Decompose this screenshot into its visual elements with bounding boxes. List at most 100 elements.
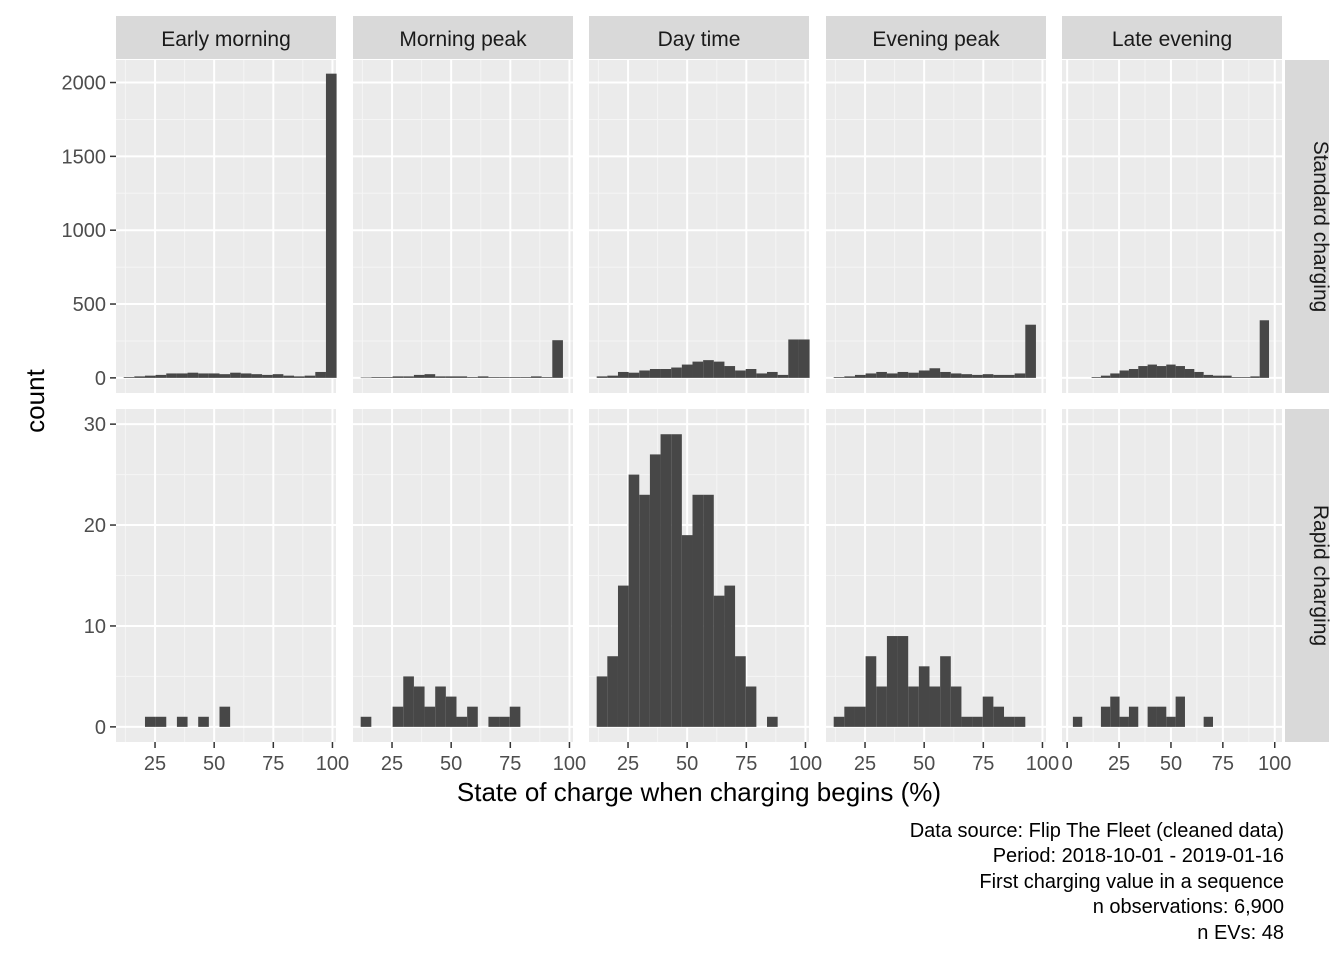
histogram-bar-standard-charging-late-evening [1184, 369, 1195, 378]
histogram-bar-standard-charging-late-evening [1128, 369, 1139, 378]
y-axis-title: count [20, 368, 50, 432]
strip-label-early-morning: Early morning [161, 28, 291, 51]
histogram-bar-standard-charging-early-morning [283, 375, 295, 378]
histogram-bar-standard-charging-day-time [628, 372, 640, 378]
histogram-bar-rapid-charging-early-morning [198, 716, 209, 727]
panel-standard-charging-late-evening [1062, 60, 1282, 393]
histogram-bar-standard-charging-late-evening [1259, 320, 1270, 378]
strip-label-morning-peak: Morning peak [399, 28, 527, 51]
histogram-bar-standard-charging-late-evening [1231, 377, 1242, 378]
histogram-bar-rapid-charging-evening-peak [950, 686, 962, 727]
x-tick-label: 25 [381, 753, 403, 775]
y-tick-label: 0 [95, 368, 106, 390]
strip-label-evening-peak: Evening peak [872, 28, 1000, 51]
strip-label-day-time: Day time [658, 28, 741, 51]
histogram-bar-standard-charging-morning-peak [509, 377, 521, 378]
histogram-bar-standard-charging-evening-peak [961, 374, 973, 378]
histogram-bar-standard-charging-morning-peak [413, 374, 425, 378]
x-tick-label: 75 [735, 753, 757, 775]
histogram-bar-rapid-charging-evening-peak [918, 666, 930, 727]
histogram-bar-standard-charging-early-morning [230, 372, 241, 378]
strip-late-evening [1062, 16, 1282, 59]
histogram-bar-rapid-charging-morning-peak [392, 706, 404, 727]
histogram-bar-standard-charging-late-evening [1138, 366, 1148, 378]
histogram-bar-rapid-charging-day-time [660, 434, 672, 727]
x-tick-label: 0 [1062, 753, 1073, 775]
histogram-bar-standard-charging-day-time [692, 361, 704, 378]
histogram-bar-standard-charging-early-morning [166, 373, 177, 378]
strip-label-rapid-charging: Rapid charging [1309, 505, 1332, 646]
strip-day-time [589, 16, 809, 59]
histogram-bar-rapid-charging-evening-peak [982, 696, 994, 727]
x-tick-label: 25 [854, 753, 876, 775]
histogram-bar-standard-charging-morning-peak [371, 377, 382, 378]
x-tick-label: 50 [440, 753, 462, 775]
histogram-bar-standard-charging-evening-peak [897, 371, 909, 378]
histogram-bar-standard-charging-late-evening [1222, 375, 1232, 378]
histogram-bar-rapid-charging-evening-peak [833, 716, 845, 727]
histogram-bar-standard-charging-evening-peak [876, 371, 887, 378]
strip-label-standard-charging: Standard charging [1309, 141, 1332, 313]
histogram-bar-standard-charging-late-evening [1250, 376, 1260, 378]
histogram-bar-standard-charging-late-evening [1212, 375, 1223, 378]
histogram-bar-rapid-charging-late-evening [1072, 716, 1083, 727]
histogram-bar-standard-charging-day-time [596, 376, 608, 378]
histogram-bar-standard-charging-morning-peak [381, 377, 393, 378]
histogram-bar-standard-charging-early-morning [219, 374, 231, 378]
histogram-bar-rapid-charging-day-time [639, 494, 650, 727]
x-tick-label: 25 [144, 753, 166, 775]
histogram-bar-standard-charging-evening-peak [982, 374, 994, 378]
x-tick-label: 50 [1160, 753, 1182, 775]
histogram-bar-standard-charging-morning-peak [424, 374, 436, 378]
histogram-bar-rapid-charging-early-morning [219, 706, 231, 727]
y-tick-label: 1000 [62, 220, 107, 242]
histogram-bar-rapid-charging-day-time [735, 656, 746, 727]
histogram-bar-standard-charging-morning-peak [488, 377, 500, 378]
histogram-bar-standard-charging-evening-peak [918, 370, 930, 378]
histogram-bar-standard-charging-evening-peak [1014, 373, 1026, 378]
histogram-bar-standard-charging-evening-peak [993, 374, 1005, 378]
histogram-bar-standard-charging-early-morning [304, 375, 316, 378]
y-tick-label: 2000 [62, 73, 107, 95]
histogram-bar-rapid-charging-late-evening [1128, 706, 1139, 727]
histogram-bar-standard-charging-day-time [735, 370, 746, 378]
histogram-bar-rapid-charging-day-time [596, 676, 608, 727]
histogram-bar-rapid-charging-morning-peak [509, 706, 521, 727]
x-tick-label: 100 [1258, 753, 1291, 775]
histogram-bar-standard-charging-early-morning [325, 73, 337, 378]
strip-label-late-evening: Late evening [1112, 28, 1232, 51]
histogram-bar-standard-charging-day-time [703, 360, 714, 378]
histogram-bar-rapid-charging-evening-peak [844, 706, 855, 727]
strip-standard-charging [1285, 60, 1329, 393]
strip-rapid-charging [1285, 409, 1329, 742]
histogram-bar-standard-charging-early-morning [155, 374, 167, 378]
histogram-bar-standard-charging-late-evening [1119, 370, 1129, 378]
histogram-bar-standard-charging-early-morning [134, 376, 145, 378]
histogram-bar-standard-charging-early-morning [176, 373, 188, 378]
histogram-bar-standard-charging-morning-peak [477, 376, 489, 378]
histogram-bar-standard-charging-early-morning [240, 373, 252, 378]
histogram-bar-standard-charging-morning-peak [445, 376, 457, 378]
histogram-bar-standard-charging-evening-peak [833, 377, 845, 378]
caption-line-data-source: Data source: Flip The Fleet (cleaned dat… [909, 820, 1284, 842]
histogram-bar-standard-charging-day-time [756, 373, 768, 378]
histogram-bar-standard-charging-late-evening [1091, 377, 1101, 378]
histogram-bar-rapid-charging-evening-peak [1014, 716, 1026, 727]
x-tick-label: 75 [499, 753, 521, 775]
histogram-bar-standard-charging-evening-peak [940, 371, 951, 378]
histogram-bar-standard-charging-day-time [660, 369, 672, 378]
histogram-bar-rapid-charging-evening-peak [1004, 716, 1015, 727]
histogram-bar-standard-charging-morning-peak [541, 377, 553, 378]
x-tick-label: 25 [617, 753, 639, 775]
histogram-bar-standard-charging-day-time [798, 339, 810, 378]
histogram-bar-standard-charging-day-time [649, 369, 661, 378]
histogram-bar-standard-charging-late-evening [1156, 366, 1167, 378]
histogram-bar-standard-charging-early-morning [198, 373, 209, 378]
histogram-bar-rapid-charging-evening-peak [854, 706, 866, 727]
histogram-bar-standard-charging-late-evening [1241, 377, 1251, 378]
histogram-bar-rapid-charging-late-evening [1203, 716, 1213, 727]
histogram-bar-rapid-charging-morning-peak [403, 676, 414, 727]
histogram-bar-rapid-charging-day-time [713, 595, 725, 727]
strip-morning-peak [353, 16, 573, 59]
histogram-bar-rapid-charging-day-time [692, 494, 704, 727]
